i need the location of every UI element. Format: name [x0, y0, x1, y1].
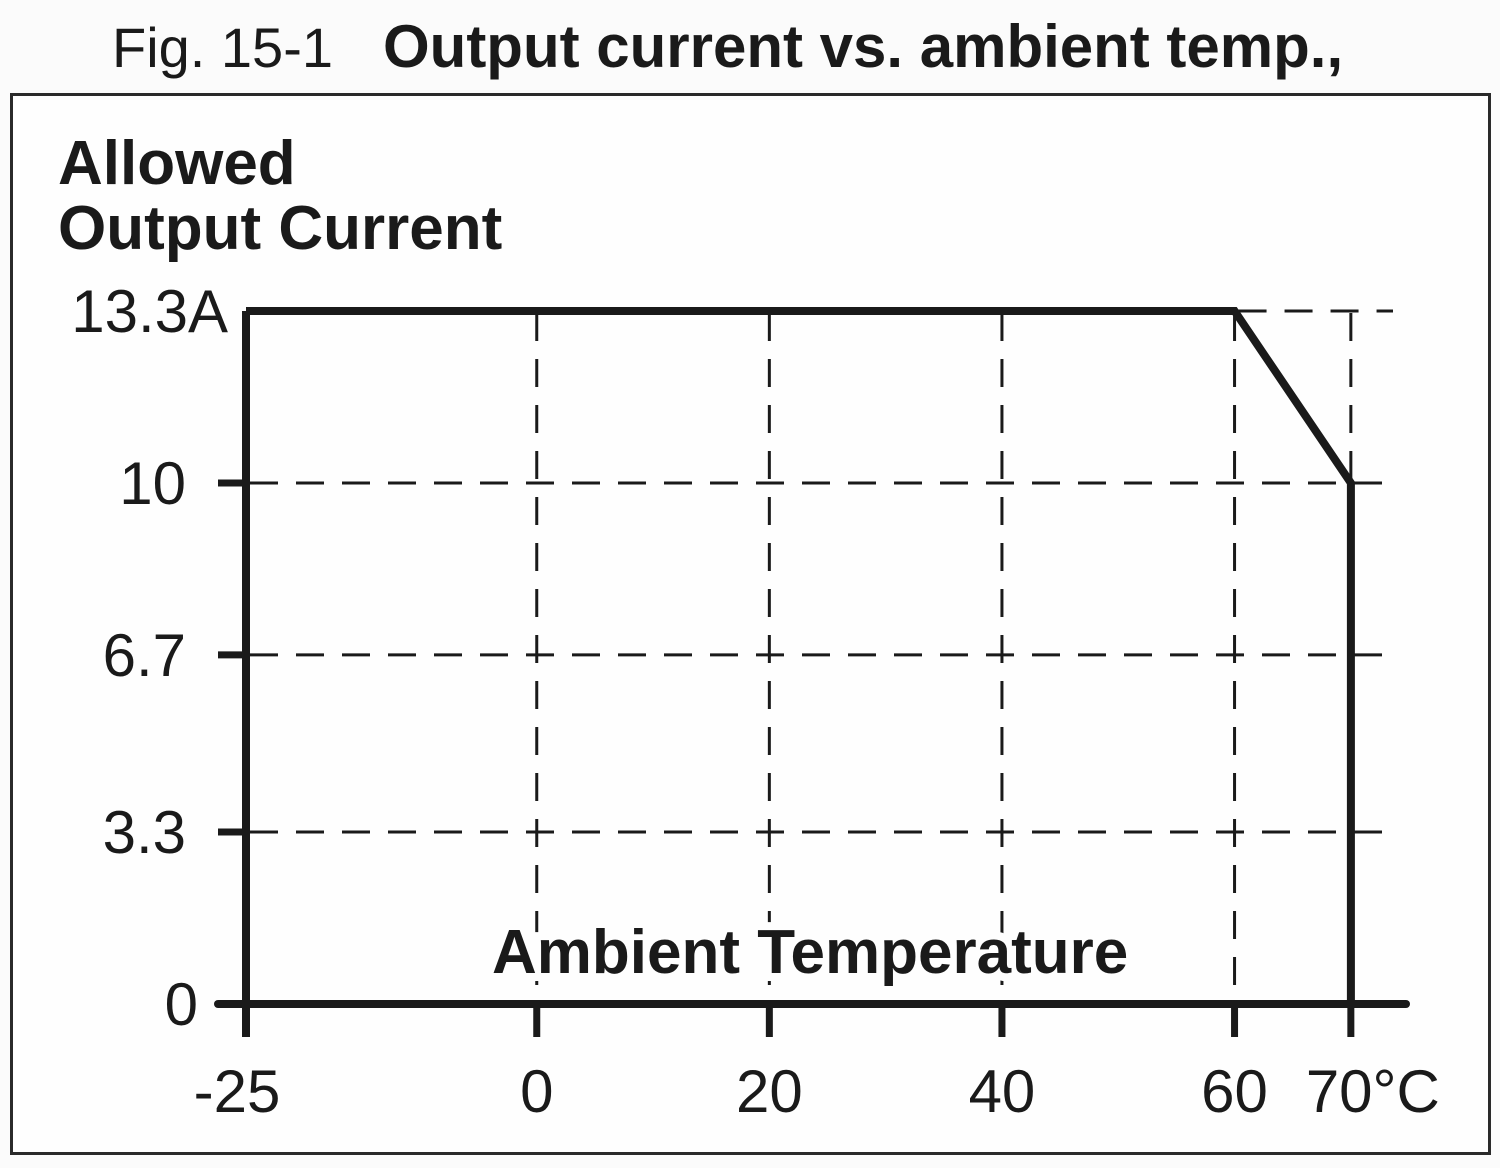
y-tick-label-13.3: 13.3A — [71, 278, 228, 345]
x-tick-label-20: 20 — [736, 1058, 803, 1125]
y-tick-label-3.3: 3.3 — [103, 799, 186, 866]
x-axis-title: Ambient Temperature — [492, 918, 1128, 987]
figure-caption: Fig. 15-1 Output current vs. ambient temp… — [112, 12, 1343, 81]
figure-title: Output current vs. ambient temp., — [383, 13, 1344, 80]
x-tick-label-40: 40 — [969, 1058, 1036, 1125]
y-axis-title-line1: Allowed — [58, 129, 296, 198]
y-tick-label-10: 10 — [119, 450, 186, 517]
y-tick-label-6.7: 6.7 — [103, 622, 186, 689]
x-tick-label-70: 70°C — [1306, 1058, 1440, 1125]
x-tick-label-0: 0 — [520, 1058, 553, 1125]
y-axis-title: Allowed Output Current — [58, 131, 502, 261]
x-tick-label--25: -25 — [194, 1058, 281, 1125]
chart-frame — [10, 93, 1491, 1155]
y-axis-title-line2: Output Current — [58, 194, 503, 263]
derating-curve — [246, 307, 1355, 1004]
y-tick-label-0: 0 — [165, 971, 198, 1038]
figure-number: Fig. 15-1 — [112, 16, 333, 79]
x-tick-label-60: 60 — [1201, 1058, 1268, 1125]
